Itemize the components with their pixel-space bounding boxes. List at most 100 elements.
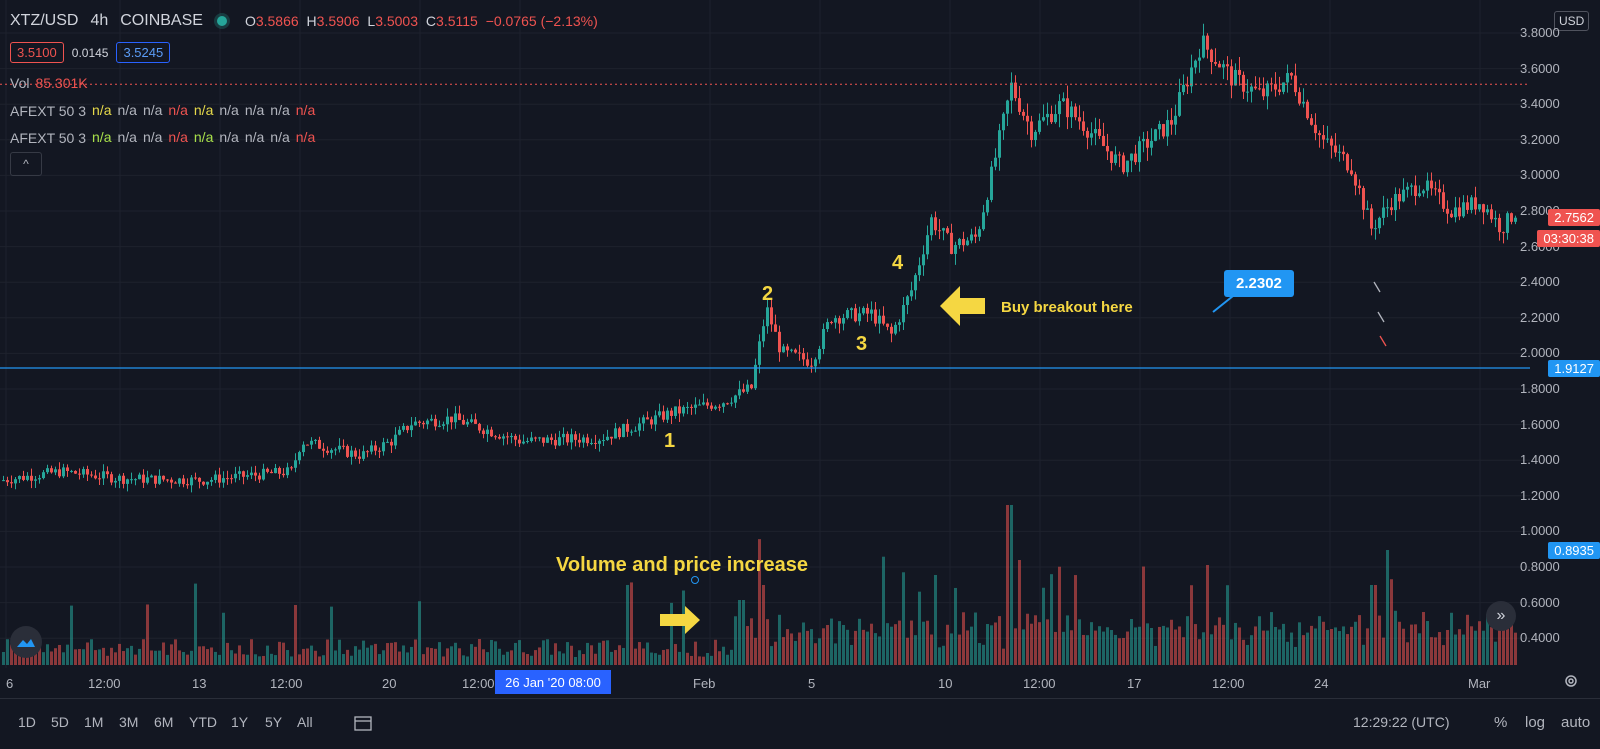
volume-bar — [118, 643, 121, 665]
price-note[interactable]: 2.2302 — [1224, 270, 1294, 297]
candle-body — [174, 482, 177, 484]
candle-body — [1030, 121, 1033, 141]
candle-body — [998, 130, 1001, 158]
volume-bar — [198, 646, 201, 665]
volume-bar — [1250, 635, 1253, 665]
volume-bar — [178, 650, 181, 665]
bottom-toolbar — [0, 698, 1600, 749]
volume-bar — [598, 642, 601, 665]
candle-body — [74, 470, 77, 474]
candle-body — [662, 411, 665, 420]
percent-scale-button[interactable]: % — [1494, 714, 1508, 731]
range-button-1y[interactable]: 1Y — [231, 714, 249, 730]
range-button-5d[interactable]: 5D — [51, 714, 69, 730]
date-range-button[interactable] — [353, 714, 373, 736]
candle-body — [1350, 170, 1353, 175]
volume-bar — [1470, 626, 1473, 665]
candle-body — [926, 235, 929, 255]
volume-bar — [1394, 610, 1397, 665]
candle-body — [1142, 138, 1145, 142]
log-scale-button[interactable]: log — [1525, 714, 1546, 731]
volume-bar — [766, 619, 769, 665]
volume-bar — [338, 639, 341, 665]
indicator-name: AFEXT 50 3 — [10, 129, 87, 146]
indicator-value: n/a — [117, 102, 137, 118]
volume-bar — [310, 645, 313, 665]
price-tick-label: 3.0000 — [1520, 167, 1560, 183]
volume-bar — [1002, 648, 1005, 665]
utc-clock[interactable]: 12:29:22 (UTC) — [1353, 714, 1450, 730]
volume-bar — [1370, 585, 1373, 665]
candle-body — [1194, 60, 1197, 68]
wave-label-4[interactable]: 4 — [892, 252, 904, 274]
candle-body — [1118, 154, 1121, 156]
volume-bar — [242, 654, 245, 665]
candle-body — [914, 275, 917, 291]
chart-settings-button[interactable] — [1556, 666, 1586, 696]
scroll-to-realtime-button[interactable]: » — [1486, 601, 1516, 631]
candle-body — [246, 475, 249, 477]
volume-bar — [102, 647, 105, 665]
candle-body — [366, 451, 369, 453]
volume-bar — [1230, 639, 1233, 665]
candle-body — [374, 445, 377, 451]
range-button-1d[interactable]: 1D — [18, 714, 36, 730]
volume-bar — [74, 649, 77, 665]
volume-bar — [774, 641, 777, 665]
candle-body — [466, 421, 469, 425]
buy-price-button[interactable]: 3.5245 — [116, 42, 171, 63]
range-button-all[interactable]: All — [297, 714, 313, 730]
volume-bar — [214, 651, 217, 665]
volume-bar — [1142, 566, 1145, 665]
volume-bar — [638, 642, 641, 665]
wave-label-3[interactable]: 3 — [856, 333, 868, 355]
sell-price-button[interactable]: 3.5100 — [10, 42, 64, 63]
breakout-text[interactable]: Buy breakout here — [1001, 299, 1133, 316]
range-button-6m[interactable]: 6M — [154, 714, 174, 730]
candle-body — [790, 349, 793, 351]
volume-annotation-text[interactable]: Volume and price increase — [556, 554, 808, 576]
auto-scale-button[interactable]: auto — [1561, 714, 1591, 731]
range-button-ytd[interactable]: YTD — [189, 714, 217, 730]
price-chart[interactable] — [0, 0, 1530, 698]
candle-body — [1510, 213, 1513, 222]
candle-body — [686, 406, 689, 408]
tradingview-logo-button[interactable] — [10, 626, 42, 658]
volume-bar — [1430, 637, 1433, 665]
volume-bar — [1158, 626, 1161, 665]
indicator-legend-2[interactable]: AFEXT 50 3 n/a n/a n/a n/a n/a n/a n/a n/a n/a — [10, 129, 315, 146]
indicator-legend-1[interactable]: AFEXT 50 3 n/a n/a n/a n/a n/a n/a n/a n/a n/a — [10, 102, 315, 119]
volume-bar — [522, 652, 525, 665]
range-button-3m[interactable]: 3M — [119, 714, 139, 730]
volume-bar — [622, 647, 625, 665]
calendar-icon — [354, 716, 372, 731]
volume-bar — [302, 648, 305, 665]
volume-bar — [1098, 626, 1101, 665]
symbol-name[interactable]: XTZ/USD — [10, 12, 79, 29]
candle-body — [326, 450, 329, 453]
candle-body — [1278, 89, 1281, 92]
wave-label-1[interactable]: 1 — [664, 430, 676, 452]
range-button-5y[interactable]: 5Y — [265, 714, 283, 730]
wave-label-2[interactable]: 2 — [762, 283, 774, 305]
volume-bar — [794, 640, 797, 665]
indicator-value: n/a — [219, 129, 239, 145]
volume-bar — [1494, 641, 1497, 665]
market-status-icon[interactable] — [216, 16, 227, 26]
volume-bar — [874, 633, 877, 665]
candle-body — [766, 307, 769, 327]
candle-body — [1298, 92, 1301, 104]
interval-label[interactable]: 4h — [90, 12, 109, 29]
volume-legend[interactable]: Vol 85.301K — [10, 75, 88, 91]
volume-bar — [1062, 631, 1065, 665]
volume-bar — [950, 633, 953, 665]
volume-bar — [458, 648, 461, 665]
collapse-legend-button[interactable]: ^ — [10, 152, 42, 176]
range-button-1m[interactable]: 1M — [84, 714, 104, 730]
volume-bar — [558, 651, 561, 665]
candle-body — [122, 475, 125, 484]
currency-button[interactable]: USD — [1554, 11, 1590, 31]
candle-body — [1274, 83, 1277, 90]
time-tick-label: 12:00 — [1023, 676, 1056, 691]
